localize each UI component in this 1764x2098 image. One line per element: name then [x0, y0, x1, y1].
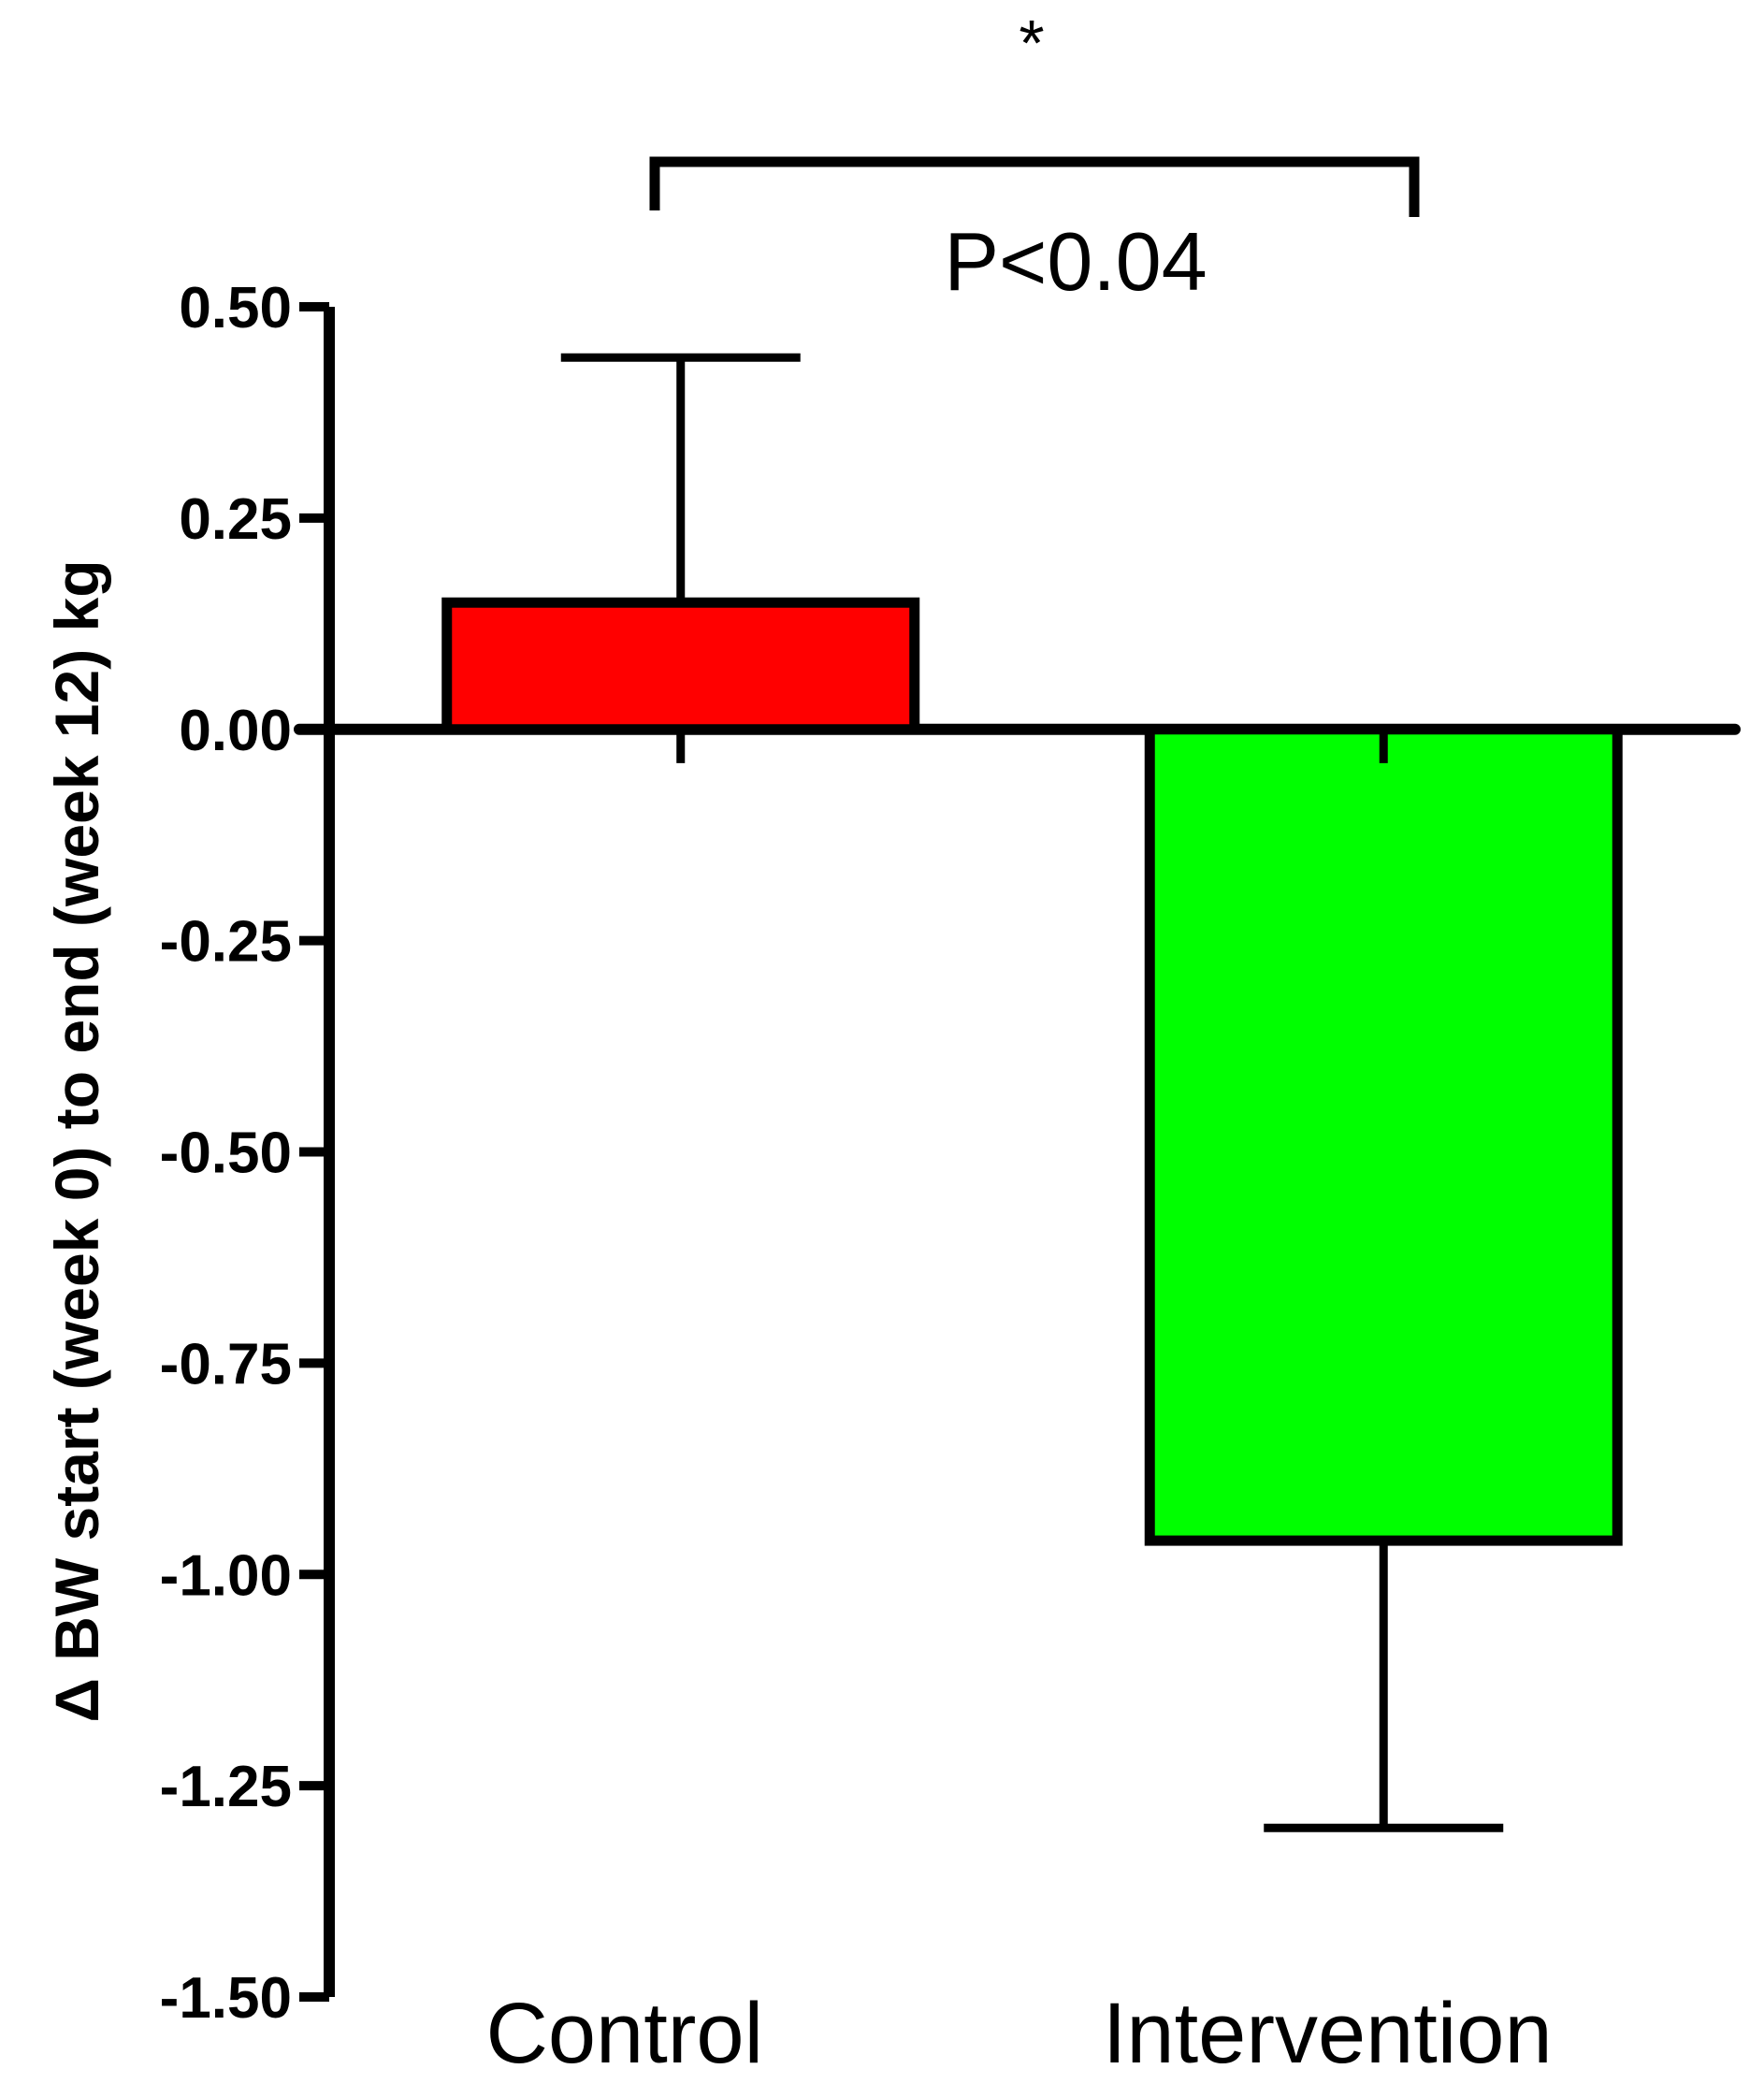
y-tick-label: -1.00: [160, 1543, 292, 1608]
error-bars: [560, 353, 1504, 1832]
significance-star: *: [1019, 7, 1044, 80]
y-tick-label: -1.25: [160, 1755, 292, 1819]
significance-bracket: [649, 156, 1420, 217]
x-category-label: Control: [485, 1986, 763, 2081]
y-tick-label: 0.25: [179, 487, 292, 552]
y-tick-label: 0.00: [179, 699, 292, 763]
y-tick-label: -0.50: [160, 1121, 292, 1186]
x-category-label: Intervention: [1103, 1986, 1553, 2081]
bar-intervention: [1144, 724, 1623, 1546]
y-tick-label: -0.25: [160, 910, 292, 975]
y-tick-label: -0.75: [160, 1332, 292, 1396]
bars: [441, 597, 1623, 1546]
p-value-label: P<0.04: [944, 215, 1207, 308]
y-axis-title: Δ BW start (week 0) to end (week 12) kg: [42, 559, 111, 1722]
x-axis-labels: Control Intervention: [485, 1986, 1552, 2081]
y-tick-label: -1.50: [160, 1966, 292, 2031]
y-tick-label: 0.50: [179, 276, 292, 340]
bar-control: [441, 597, 920, 735]
